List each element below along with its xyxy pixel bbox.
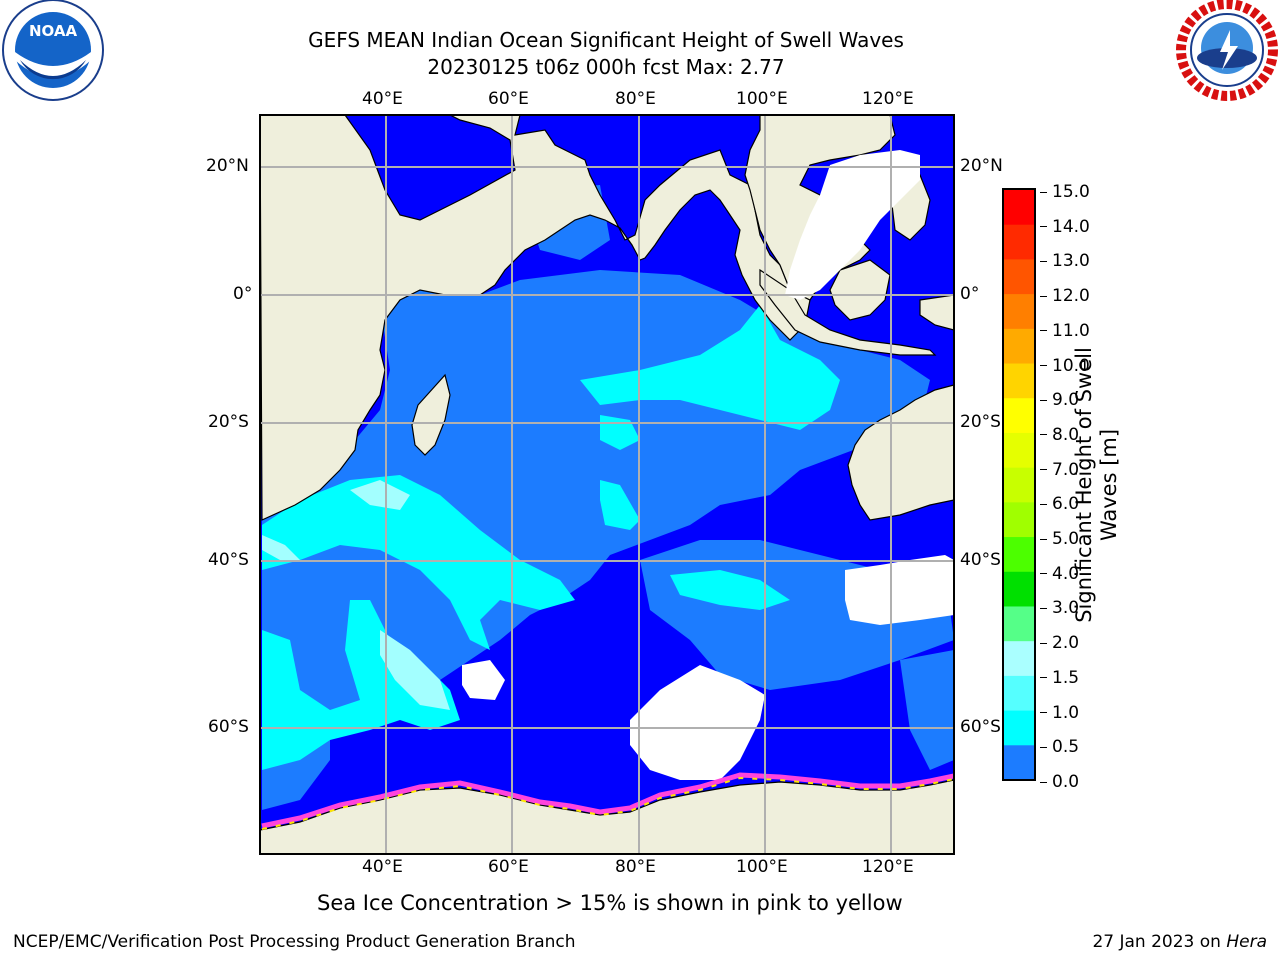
nws-logo xyxy=(1176,0,1278,101)
colorbar-tick-label: 6.0 xyxy=(1040,494,1079,514)
swell-band-cyan-mid2 xyxy=(600,480,640,530)
colorbar-segment xyxy=(1004,710,1034,746)
lon-label-top-60e: 60°E xyxy=(488,89,529,109)
colorbar-segment xyxy=(1004,224,1034,260)
lat-label-left-0: 0° xyxy=(233,284,253,304)
footer-date-text: 27 Jan 2023 on xyxy=(1092,932,1227,952)
colorbar-segment xyxy=(1004,190,1034,226)
colorbar-tick-label: 5.0 xyxy=(1040,529,1079,549)
colorbar-segment xyxy=(1004,259,1034,295)
colorbar-segment xyxy=(1004,502,1034,538)
colorbar-tick-label: 12.0 xyxy=(1040,286,1090,306)
nodata-region-se-asia xyxy=(785,150,920,300)
noaa-logo-text: NOAA xyxy=(29,22,78,40)
colorbar-tick-label: 3.0 xyxy=(1040,598,1079,618)
colorbar-tick-label: 10.0 xyxy=(1040,356,1090,376)
swell-band-cyan-west xyxy=(262,475,575,650)
colorbar-segment xyxy=(1004,675,1034,712)
lon-label-bottom-60e: 60°E xyxy=(488,857,529,877)
colorbar-tick-label: 15.0 xyxy=(1040,182,1090,202)
chart-title-line2: 20230125 t06z 000h fcst Max: 2.77 xyxy=(427,55,785,79)
colorbar-tick-label: 1.0 xyxy=(1040,703,1079,723)
nodata-region-south2 xyxy=(462,660,505,700)
lat-label-left-40s: 40°S xyxy=(208,550,249,570)
colorbar-tick-label: 7.0 xyxy=(1040,460,1079,480)
colorbar-tick-label: 1.5 xyxy=(1040,668,1079,688)
lon-label-bottom-80e: 80°E xyxy=(615,857,656,877)
colorbar-segment xyxy=(1004,745,1034,781)
lon-label-bottom-40e: 40°E xyxy=(362,857,403,877)
land-sumatra-java xyxy=(759,268,937,356)
lat-label-right-20s: 20°S xyxy=(960,412,1001,432)
colorbar-tick-label: 13.0 xyxy=(1040,251,1090,271)
footer-date: 27 Jan 2023 on Hera xyxy=(1092,932,1267,952)
swell-peak-light-cyan-2 xyxy=(380,630,450,710)
swell-peak-light-cyan xyxy=(350,480,410,510)
colorbar-segment xyxy=(1004,398,1034,434)
colorbar-segment xyxy=(1004,328,1034,365)
nodata-region-east xyxy=(845,555,954,625)
colorbar-segment xyxy=(1004,294,1034,330)
sea-ice-caption: Sea Ice Concentration > 15% is shown in … xyxy=(317,891,903,915)
lat-label-left-20s: 20°S xyxy=(208,412,249,432)
colorbar-tick-label: 8.0 xyxy=(1040,425,1079,445)
nodata-region-south xyxy=(630,665,765,780)
colorbar-tick-label: 0.0 xyxy=(1040,772,1079,792)
colorbar xyxy=(1002,188,1036,781)
swell-band-cyan-east xyxy=(670,570,790,610)
lat-label-right-40s: 40°S xyxy=(960,550,1001,570)
colorbar-segment xyxy=(1004,467,1034,503)
colorbar-tick-label: 14.0 xyxy=(1040,217,1090,237)
colorbar-segment xyxy=(1004,537,1034,573)
lon-label-top-40e: 40°E xyxy=(362,89,403,109)
map-frame xyxy=(259,114,955,855)
noaa-logo: NOAA xyxy=(2,0,104,101)
lon-label-bottom-120e: 120°E xyxy=(862,857,914,877)
lat-label-right-20n: 20°N xyxy=(960,156,1003,176)
swell-peak-light-cyan-3 xyxy=(262,535,300,560)
swell-region-medium-se xyxy=(900,650,954,770)
colorbar-segment xyxy=(1004,606,1034,642)
colorbar-tick-label: 0.5 xyxy=(1040,737,1079,757)
colorbar-tick-label: 9.0 xyxy=(1040,390,1079,410)
land-madagascar xyxy=(411,373,451,456)
swell-band-cyan-central xyxy=(580,305,840,430)
footer-credit: NCEP/EMC/Verification Post Processing Pr… xyxy=(13,932,576,952)
lat-label-left-60s: 60°S xyxy=(208,717,249,737)
colorbar-tick-label: 11.0 xyxy=(1040,321,1090,341)
lon-label-top-100e: 100°E xyxy=(736,89,788,109)
lat-label-left-20n: 20°N xyxy=(206,156,249,176)
land-australia xyxy=(847,384,954,521)
lon-label-top-80e: 80°E xyxy=(615,89,656,109)
colorbar-tick-label: 4.0 xyxy=(1040,564,1079,584)
chart-title-line1: GEFS MEAN Indian Ocean Significant Heigh… xyxy=(308,28,904,52)
lat-label-right-60s: 60°S xyxy=(960,717,1001,737)
colorbar-label-line2: Waves [m] xyxy=(1097,428,1121,542)
map-gridlines xyxy=(260,115,954,854)
colorbar-segment xyxy=(1004,432,1034,469)
lat-label-right-0: 0° xyxy=(960,284,980,304)
footer-host: Hera xyxy=(1226,932,1267,952)
colorbar-tick-label: 2.0 xyxy=(1040,633,1079,653)
colorbar-segment xyxy=(1004,641,1034,677)
lon-label-bottom-100e: 100°E xyxy=(736,857,788,877)
colorbar-segment xyxy=(1004,571,1034,607)
colorbar-segment xyxy=(1004,363,1034,399)
colorbar-label-line1: Significant Height of Swell xyxy=(1072,347,1096,623)
lon-label-top-120e: 120°E xyxy=(862,89,914,109)
